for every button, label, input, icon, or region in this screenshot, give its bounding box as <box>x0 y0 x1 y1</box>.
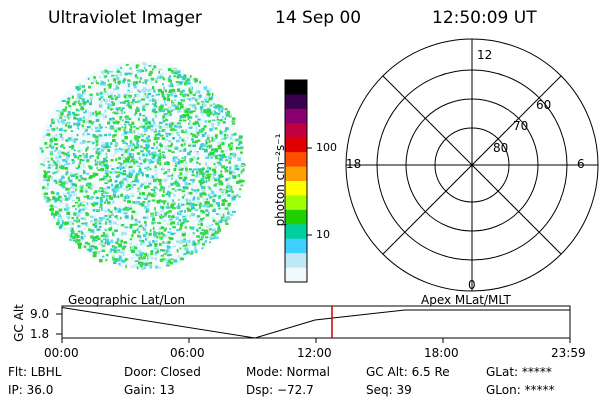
date-label: 14 Sep 00 <box>275 8 362 28</box>
colorbar-segment <box>285 253 307 269</box>
timeline-left-title: Geographic Lat/Lon <box>68 293 186 307</box>
colorbar-segment <box>285 108 307 124</box>
time-label: 12:50:09 UT <box>432 8 537 28</box>
colorbar-segment <box>285 137 307 153</box>
mlt-label-12: 12 <box>477 48 493 62</box>
timeline-y-tick-low: 1.8 <box>30 327 50 341</box>
timeline-plot <box>56 305 571 343</box>
status-ip: IP: 36.0 <box>8 383 54 397</box>
lat-label-80: 80 <box>493 141 509 155</box>
timeline-y-tick-high: 9.0 <box>30 307 50 321</box>
colorbar-segment <box>285 181 307 197</box>
status-seq: Seq: 39 <box>366 383 412 397</box>
mlt-label-18: 18 <box>346 157 362 171</box>
status-glon: GLon: ***** <box>486 383 555 397</box>
colorbar-segment <box>285 224 307 240</box>
uv-image-disk <box>37 61 246 271</box>
status-mode: Mode: Normal <box>246 365 330 379</box>
timeline-y-axis-label: GC Alt <box>12 304 26 342</box>
status-glat: GLat: ***** <box>486 365 552 379</box>
colorbar-segment <box>285 94 307 110</box>
colorbar-segment <box>285 152 307 168</box>
colorbar-segment <box>285 209 307 225</box>
timeline-x-tick-0600: 06:00 <box>170 346 205 360</box>
colorbar-segment <box>285 238 307 254</box>
colorbar-segment <box>285 267 307 283</box>
lat-label-60: 60 <box>536 98 552 112</box>
status-door: Door: Closed <box>124 365 201 379</box>
color-bar <box>284 79 312 283</box>
mlt-label-6: 6 <box>577 157 585 171</box>
status-filter: Flt: LBHL <box>8 365 62 379</box>
colorbar-segment <box>285 166 307 182</box>
status-gc-alt: GC Alt: 6.5 Re <box>366 365 450 379</box>
altitude-curve <box>61 307 570 339</box>
status-dsp: Dsp: −72.7 <box>246 383 314 397</box>
timeline-x-tick-2359: 23:59 <box>551 346 586 360</box>
colorbar-label-100: 100 <box>316 141 337 154</box>
colorbar-unit-label: photon cm⁻²s⁻¹ <box>273 133 287 227</box>
status-gain: Gain: 13 <box>124 383 175 397</box>
colorbar-segment <box>285 123 307 139</box>
lat-label-70: 70 <box>513 119 529 133</box>
polar-diagonal-2 <box>382 75 562 255</box>
timeline-x-tick-1200: 12:00 <box>297 346 332 360</box>
colorbar-label-10: 10 <box>316 228 330 241</box>
timeline-x-tick-1800: 18:00 <box>424 346 459 360</box>
colorbar-segment <box>285 80 307 96</box>
timeline-right-title: Apex MLat/MLT <box>421 293 511 307</box>
polar-plot <box>345 38 599 292</box>
instrument-title: Ultraviolet Imager <box>48 8 202 28</box>
colorbar-segment <box>285 195 307 211</box>
mlt-label-0: 0 <box>468 278 476 292</box>
timeline-x-tick-0000: 00:00 <box>44 346 79 360</box>
